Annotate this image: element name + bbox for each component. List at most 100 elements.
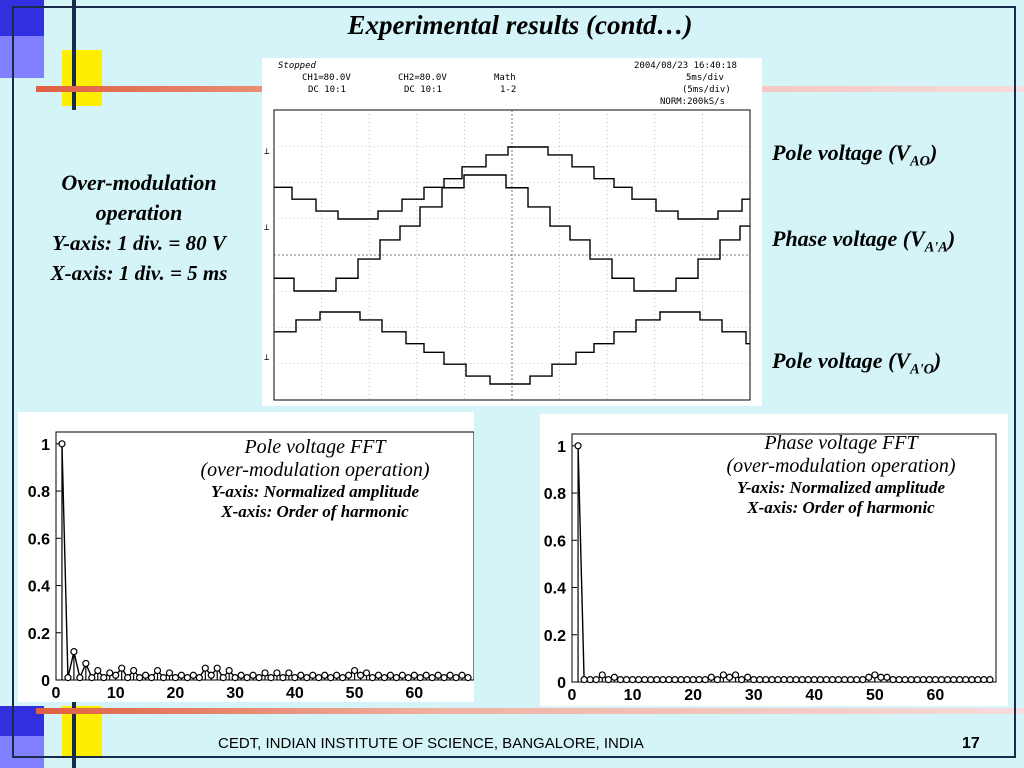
deco-hline-bottom [36, 708, 1024, 714]
fft-point [267, 674, 275, 682]
fft-point [768, 676, 776, 684]
fft-point [428, 674, 436, 682]
fft-point [756, 676, 764, 684]
deco-vline-bottom [72, 698, 76, 768]
deco-yellow-block-top [62, 50, 102, 106]
fft-right-title2: (over-modulation operation) [726, 455, 956, 477]
fft-point [327, 674, 335, 682]
fft-point [689, 676, 697, 684]
fft-point [889, 676, 897, 684]
fft-point [297, 671, 305, 679]
fft-point [171, 674, 180, 682]
fft-point [141, 671, 150, 679]
fft-ytick-label: 0.6 [28, 531, 50, 548]
fft-point [309, 671, 317, 679]
fft-point [386, 671, 394, 679]
fft-point [750, 676, 758, 684]
fft-point [315, 674, 323, 682]
fft-left-title1: Pole voltage FFT [244, 436, 386, 458]
fft-point [440, 674, 448, 682]
fft-point [853, 676, 861, 684]
fft-point [695, 676, 703, 684]
note-line4: X-axis: 1 div. = 5 ms [50, 261, 228, 285]
operation-note: Over-modulation operation Y-axis: 1 div.… [14, 168, 264, 288]
label-phase-voltage-vaa: Phase voltage (VA'A) [772, 226, 955, 256]
trace-phase-voltage-vaa [274, 174, 750, 292]
fft-right-title1: Phase voltage FFT [764, 432, 918, 454]
fft-point [883, 673, 891, 681]
fft-point [118, 664, 126, 672]
fft-point [665, 676, 673, 684]
fft-point [586, 676, 594, 684]
fft-point [88, 674, 96, 682]
fft-point [159, 674, 168, 682]
fft-point [622, 676, 631, 684]
scope-ch1-coupling: DC 10:1 [308, 85, 346, 95]
scope-math: Math [494, 73, 516, 83]
label-pole-voltage-va2o: Pole voltage (VA'O) [772, 348, 941, 378]
fft-point [804, 676, 812, 684]
math-marker: ⊥ [264, 353, 270, 363]
fft-point [183, 674, 191, 682]
note-line2: operation [95, 200, 183, 225]
trace-pole-voltage-va2o [274, 311, 750, 385]
fft-point [628, 676, 637, 684]
fft-point [153, 666, 162, 675]
fft-point [362, 669, 371, 677]
oscilloscope-plot: Stopped 2004/08/23 16:40:18 CH1=80.0V DC… [264, 61, 751, 401]
fft-point [356, 671, 365, 679]
scope-timebase: 5ms/div [686, 73, 724, 83]
fft-point [962, 676, 970, 684]
fft-point [189, 671, 197, 679]
fft-point [279, 674, 287, 682]
fft-point [303, 674, 311, 682]
page-number: 17 [962, 735, 980, 752]
fft-xtick-label: 10 [107, 685, 125, 702]
fft-point [707, 673, 715, 681]
fft-point [422, 671, 430, 679]
label-text: Phase voltage (V [772, 226, 925, 251]
fft-point [165, 669, 174, 677]
fft-point [828, 676, 837, 684]
fft-xtick-label: 30 [226, 685, 244, 702]
fft-point [321, 671, 329, 679]
fft-point [237, 671, 245, 679]
fft-point [701, 676, 709, 684]
fft-point [464, 674, 472, 682]
fft-point [774, 676, 782, 684]
fft-point [243, 674, 251, 682]
fft-point [574, 442, 582, 450]
fft-point [616, 676, 625, 684]
fft-point [859, 676, 867, 684]
fft-point [147, 674, 156, 682]
fft-point [380, 674, 389, 682]
fft-xtick-label: 40 [805, 687, 823, 704]
fft-point [943, 676, 952, 684]
fft-xtick-label: 20 [684, 687, 702, 704]
fft-xtick-label: 20 [167, 685, 185, 702]
fft-ytick-label: 0.6 [544, 533, 566, 550]
fft-point [416, 674, 424, 682]
fft-point [291, 674, 299, 682]
fft-ytick-label: 1 [41, 437, 50, 454]
fft-point [847, 676, 855, 684]
fft-xtick-label: 30 [745, 687, 763, 704]
deco-lightblue-block-bottom [0, 736, 44, 768]
fft-point [798, 676, 806, 684]
trace-pole-voltage-vao [274, 146, 750, 220]
fft-point [112, 671, 120, 679]
slide-frame [12, 6, 1016, 758]
fft-point [404, 674, 412, 682]
fft-point [58, 440, 66, 448]
fft-point [70, 648, 78, 656]
fft-right-caption: Phase voltage FFT (over-modulation opera… [684, 432, 998, 518]
fft-point [434, 671, 442, 679]
fft-point [374, 671, 383, 679]
fft-point [261, 669, 269, 677]
fft-point [877, 673, 885, 681]
deco-lightblue-block-top [0, 36, 44, 78]
fft-point [273, 669, 281, 677]
fft-point [901, 676, 909, 684]
fft-point [810, 676, 818, 684]
fft-point [871, 671, 879, 679]
